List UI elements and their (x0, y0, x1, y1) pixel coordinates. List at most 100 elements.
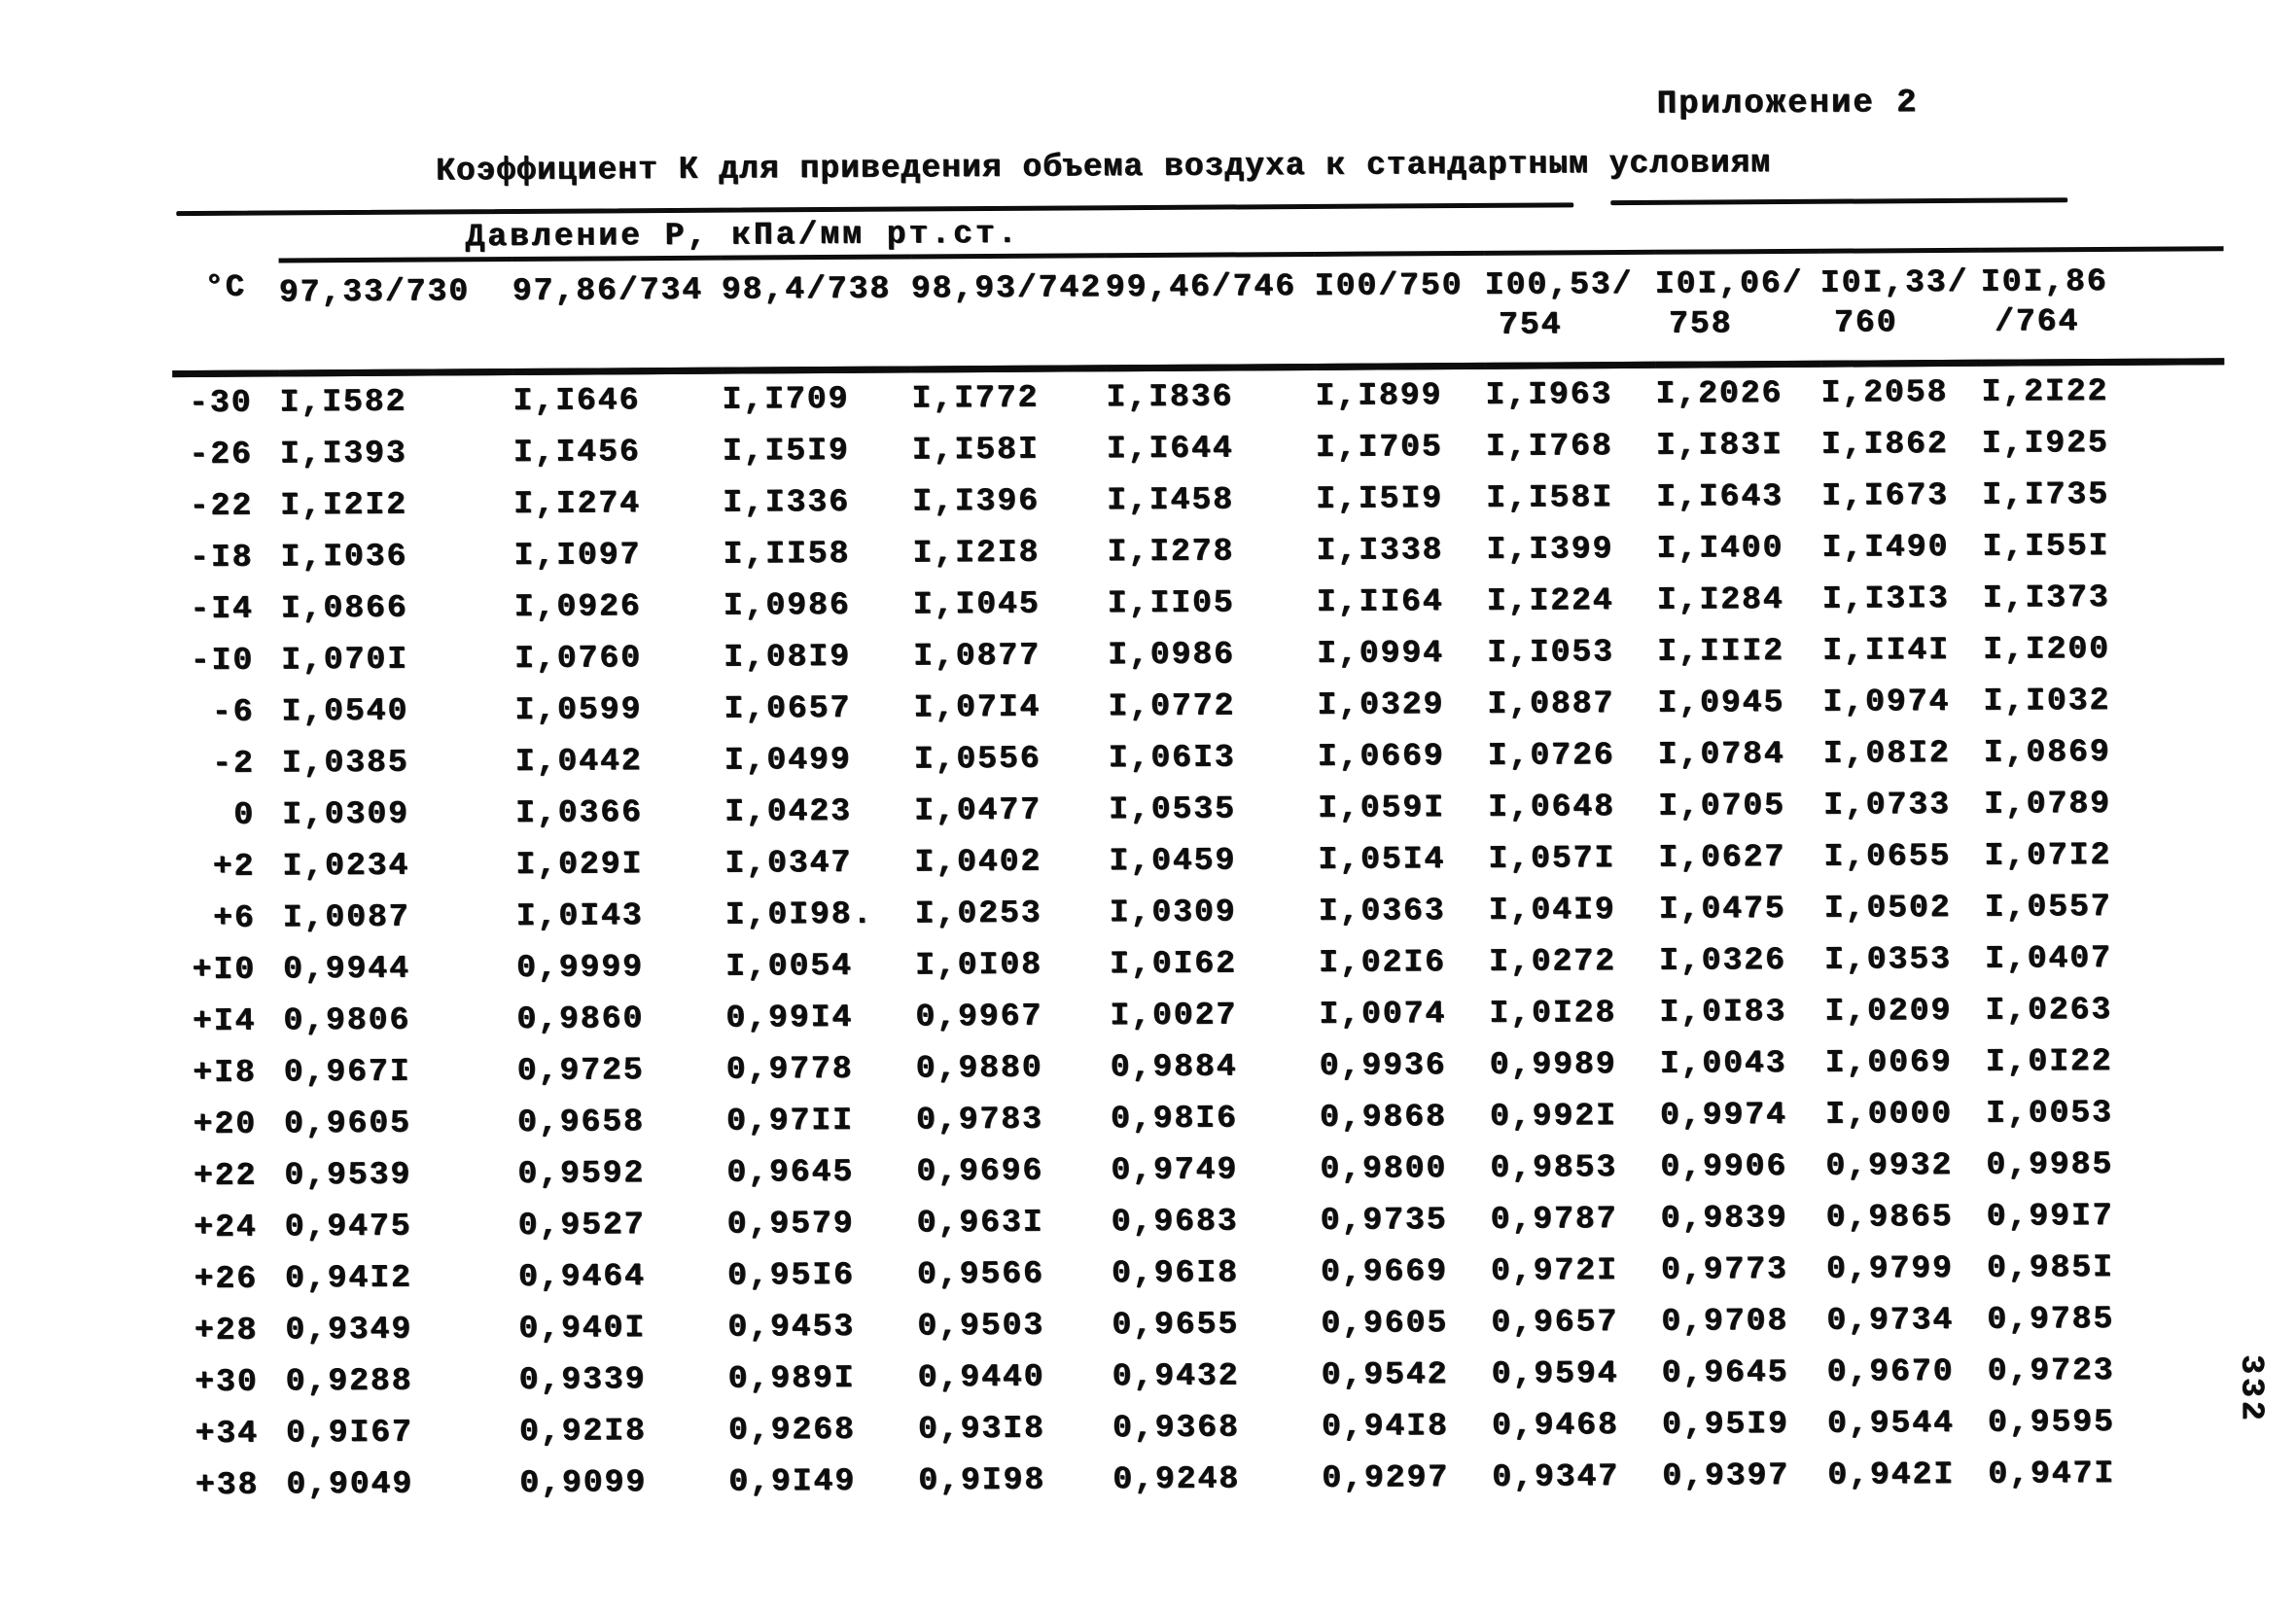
coefficient-cell: I,0974 (1822, 683, 1951, 720)
coefficient-cell: 0,9725 (516, 1052, 645, 1089)
coefficient-cell: I,I274 (512, 485, 642, 522)
coefficient-cell: 0,96I8 (1111, 1254, 1239, 1292)
pressure-column-header-2: 98,4/738 (721, 256, 912, 371)
coefficient-cell: 0,9868 (1319, 1099, 1447, 1136)
temperature-cell: -26 (189, 436, 253, 474)
coefficient-cell: I,0I98. (724, 895, 874, 933)
coefficient-cell: 0,9989 (1489, 1046, 1617, 1083)
coefficient-cell: I,0I22 (1985, 1042, 2113, 1080)
coefficient-cell: 0,9503 (917, 1307, 1045, 1345)
coefficient-cell: I,I963 (1485, 376, 1613, 413)
coefficient-cell: I,I735 (1981, 475, 2110, 513)
coefficient-cell: 0,972I (1490, 1252, 1618, 1289)
coefficient-cell: 0,940I (518, 1310, 647, 1347)
coefficient-cell: 0,9397 (1662, 1456, 1790, 1494)
coefficient-cell: I,0535 (1108, 790, 1236, 828)
coefficient-cell: I,I2I8 (912, 534, 1041, 572)
coefficient-cell: 0,9853 (1490, 1149, 1618, 1186)
coefficient-cell: 0,9734 (1826, 1301, 1955, 1339)
coefficient-cell: I,0I08 (914, 946, 1042, 984)
coefficient-cell: 0,9297 (1322, 1459, 1450, 1496)
pressure-column-header-7: I0I,06/758 (1654, 251, 1821, 366)
coefficient-cell: 0,9696 (916, 1152, 1044, 1190)
coefficient-cell: I,I644 (1106, 430, 1234, 468)
coefficient-cell: 0,9944 (282, 950, 410, 988)
coefficient-cell: 0,9099 (519, 1464, 648, 1501)
coefficient-cell: 0,9723 (1987, 1351, 2115, 1389)
coefficient-cell: I,2058 (1820, 373, 1949, 411)
coefficient-cell: 0,9974 (1659, 1096, 1787, 1134)
coefficient-cell: I,0599 (514, 691, 643, 728)
coefficient-cell: I,I899 (1315, 377, 1443, 414)
coefficient-cell: 0,9735 (1320, 1202, 1448, 1239)
coefficient-cell: I,04I9 (1488, 892, 1616, 929)
pressure-header-line2: /764 (1994, 303, 2080, 340)
temperature-cell: -30 (188, 384, 253, 422)
coefficient-cell: 0,9655 (1112, 1306, 1240, 1344)
coefficient-cell: I,0926 (513, 588, 642, 625)
coefficient-cell: 0,9778 (725, 1050, 854, 1088)
coefficient-cell: 0,9347 (1492, 1458, 1620, 1495)
coefficient-cell: 0,9799 (1825, 1249, 1954, 1287)
coefficient-cell: I,I3I3 (1821, 579, 1950, 617)
coefficient-cell: 0,963I (916, 1204, 1044, 1242)
coefficient-cell: 0,942I (1827, 1456, 1956, 1493)
coefficient-cell: I,I5I9 (1315, 480, 1444, 517)
coefficient-cell: I,0986 (1107, 636, 1236, 674)
coefficient-cell: I,II64 (1316, 583, 1444, 620)
coefficient-cell: I,I925 (1981, 424, 2109, 462)
coefficient-cell: I,I490 (1821, 528, 1950, 566)
coefficient-cell: I,0866 (280, 589, 408, 627)
coefficient-cell: I,0442 (514, 743, 643, 780)
coefficient-cell: I,0705 (1657, 787, 1785, 825)
coefficient-cell: 0,9527 (517, 1207, 646, 1244)
coefficient-cell: I,0347 (724, 844, 853, 882)
temperature-cell: +30 (194, 1363, 259, 1400)
pressure-column-header-3: 98,93/742 (910, 255, 1107, 369)
coefficient-cell: 0,9884 (1110, 1048, 1238, 1086)
temperature-cell: +20 (193, 1105, 258, 1143)
coefficient-cell: 0,9880 (915, 1049, 1043, 1087)
coefficient-cell: I,0366 (514, 794, 643, 831)
coefficient-cell: 0,9839 (1660, 1199, 1788, 1237)
coefficient-cell: I,I284 (1656, 581, 1784, 618)
header-row: °С 97,33/730 97,86/734 98,4/738 98,93/742 99,… (171, 248, 2225, 374)
coefficient-cell: 0,9806 (283, 1001, 411, 1039)
coefficient-cell: 0,9464 (517, 1258, 646, 1295)
coefficient-cell: I,I55I (1982, 527, 2110, 565)
temperature-cell: -22 (189, 487, 254, 525)
coefficient-cell: I,I862 (1820, 425, 1949, 463)
temperature-cell: -6 (211, 693, 255, 730)
coefficient-cell: I,0733 (1822, 786, 1951, 824)
coefficient-cell: I,0309 (281, 795, 409, 833)
page-title: Коэффициент К для приведения объема возд… (435, 145, 1772, 190)
coefficient-cell: I,0657 (724, 689, 852, 727)
coefficient-cell: I,0986 (723, 586, 851, 624)
coefficient-cell: 0,992I (1489, 1098, 1617, 1135)
coefficient-cell: I,0627 (1658, 838, 1786, 876)
pressure-header-line1: 98,4/738 (721, 270, 892, 308)
pressure-header-line1: I00/750 (1314, 267, 1464, 304)
coefficient-cell: 0,9669 (1320, 1253, 1448, 1290)
coefficient-cell: I,0655 (1823, 837, 1952, 875)
temperature-column-header: °С (171, 260, 280, 374)
coefficient-cell: I,III2 (1656, 633, 1784, 670)
coefficient-cell: 0,9645 (1661, 1353, 1789, 1391)
coefficient-cell: 0,9049 (286, 1465, 414, 1503)
temperature-cell: 0 (233, 796, 256, 833)
coefficient-cell: I,0760 (513, 640, 643, 677)
coefficient-cell: I,0I43 (515, 897, 644, 934)
temperature-cell: +28 (194, 1312, 259, 1349)
coefficient-cell: I,I673 (1820, 476, 1950, 514)
coefficient-cell: I,II05 (1107, 584, 1235, 622)
temperature-cell: +I0 (192, 951, 257, 989)
coefficient-cell: 0,9475 (284, 1208, 412, 1246)
coefficient-cell: I,0423 (724, 792, 852, 830)
coefficient-cell: 0,9594 (1491, 1355, 1619, 1392)
coefficient-cell: I,0887 (1487, 685, 1615, 722)
coefficient-cell: 0,9860 (516, 1000, 645, 1037)
coefficient-cell: I,I709 (722, 380, 850, 418)
coefficient-cell: 0,9605 (283, 1105, 411, 1142)
coefficient-cell: 0,93I8 (917, 1410, 1045, 1448)
coefficient-cell: I,0000 (1824, 1095, 1953, 1133)
